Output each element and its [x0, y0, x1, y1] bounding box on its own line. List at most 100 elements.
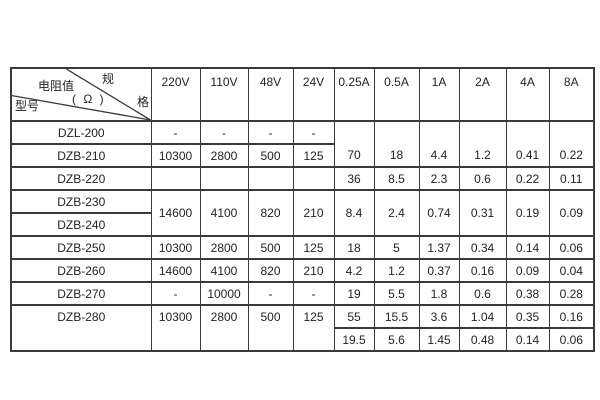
model-cell: DZB-270: [10, 281, 152, 306]
cell: 5.5: [373, 281, 420, 306]
corner-label-resistance: 电阻值: [38, 79, 75, 93]
col-header-0-5a: 0.5A: [373, 67, 420, 122]
cell: 2.3: [418, 166, 460, 191]
cell: 14600: [150, 189, 201, 237]
row-dzb-230: DZB-230 14600 4100 820 210 8.4 2.4 0.74 …: [10, 189, 595, 237]
col-header-110v: 110V: [199, 67, 249, 122]
corner-header-cell: 规 格 电阻值 ( Ω ) 型号: [10, 67, 152, 122]
col-header-0-25a: 0.25A: [333, 67, 375, 122]
cell: 0.16: [458, 258, 507, 283]
corner-label-spec-char2: 格: [137, 95, 150, 109]
cell: 0.34: [458, 235, 507, 260]
cell: 36: [333, 166, 375, 191]
model-cell: DZB-280: [10, 304, 152, 352]
cell: 210: [292, 189, 335, 237]
spec-table-container: 规 格 电阻值 ( Ω ) 型号 220V 110V 48V 24V 0.25A…: [10, 67, 595, 352]
header-row: 规 格 电阻值 ( Ω ) 型号 220V 110V 48V 24V 0.25A…: [10, 67, 595, 122]
cell: 0.6: [458, 281, 507, 306]
model-cell: DZB-260: [10, 258, 152, 283]
model-cell: DZB-230: [10, 189, 152, 214]
cell: 4.2: [333, 258, 375, 283]
row-dzb-280-a: DZB-280 10300 2800 500 125 55 15.5 3.6 1…: [10, 304, 595, 352]
cell: 8.5: [373, 166, 420, 191]
cell: 0.04: [548, 258, 595, 283]
cell: -: [247, 120, 294, 145]
cell: 125: [292, 304, 335, 352]
cell: -: [150, 281, 201, 306]
cell: 1.8: [418, 281, 460, 306]
cell: 10000: [199, 281, 249, 306]
col-header-4a: 4A: [505, 67, 550, 122]
model-cell: DZB-220: [10, 166, 152, 191]
cell: 0.6: [458, 166, 507, 191]
cell: 15.5: [373, 304, 420, 329]
row-dzb-250: DZB-250 10300 2800 500 125 18 5 1.37 0.3…: [10, 235, 595, 260]
col-header-2a: 2A: [458, 67, 507, 122]
cell: 0.48: [458, 327, 507, 352]
cell: 19: [333, 281, 375, 306]
cell: 0.14: [505, 235, 550, 260]
row-dzb-240: DZB-240: [10, 212, 594, 237]
cell: -: [292, 120, 335, 145]
corner-label-ohm-unit: ( Ω ): [72, 92, 106, 106]
cell: -: [292, 281, 335, 306]
col-header-48v: 48V: [247, 67, 294, 122]
cell: 1.2: [458, 120, 507, 168]
cell: 0.22: [505, 166, 550, 191]
cell: 125: [292, 143, 335, 168]
cell: 10300: [150, 143, 201, 168]
cell: 820: [247, 258, 294, 283]
cell: 3.6: [418, 304, 460, 329]
cell: 18: [373, 120, 420, 168]
cell: 2800: [199, 304, 249, 352]
row-dzb-260: DZB-260 14600 4100 820 210 4.2 1.2 0.37 …: [10, 258, 595, 283]
cell: -: [247, 281, 294, 306]
col-header-220v: 220V: [150, 67, 201, 122]
cell: 0.19: [505, 189, 550, 237]
col-header-1a: 1A: [418, 67, 460, 122]
row-dzl-200: DZL-200 - - - - 70 18 4.4 1.2 0.41 0.22: [10, 120, 595, 168]
cell: 1.2: [373, 258, 420, 283]
cell: 4100: [199, 189, 249, 237]
cell: 210: [292, 258, 335, 283]
cell: 0.31: [458, 189, 507, 237]
cell: 55: [333, 304, 375, 329]
model-cell: DZL-200: [10, 120, 152, 145]
diagonal-divider-lines: [12, 69, 151, 120]
cell: 0.38: [505, 281, 550, 306]
spec-table: 规 格 电阻值 ( Ω ) 型号 220V 110V 48V 24V 0.25A…: [10, 67, 595, 352]
model-cell: DZB-250: [10, 235, 152, 260]
cell: 10300: [150, 235, 201, 260]
cell: 10300: [150, 304, 201, 352]
cell: 2800: [199, 235, 249, 260]
cell: -: [199, 120, 249, 145]
cell: 1.37: [418, 235, 460, 260]
cell: 0.28: [548, 281, 595, 306]
cell: 18: [333, 235, 375, 260]
row-dzb-270: DZB-270 - 10000 - - 19 5.5 1.8 0.6 0.38 …: [10, 281, 595, 306]
cell: 0.35: [505, 304, 550, 329]
cell: 5: [373, 235, 420, 260]
cell: 0.14: [505, 327, 550, 352]
cell: 70: [333, 120, 375, 168]
cell: 1.04: [458, 304, 507, 329]
corner-label-spec-char1: 规: [102, 72, 115, 86]
col-header-8a: 8A: [548, 67, 595, 122]
cell: 500: [247, 304, 294, 352]
cell: 0.09: [548, 189, 595, 237]
cell: [292, 166, 335, 191]
cell: 500: [247, 143, 294, 168]
model-cell: DZB-210: [10, 143, 152, 168]
cell: 0.41: [505, 120, 550, 168]
cell: 4.4: [418, 120, 460, 168]
cell: [150, 166, 201, 191]
cell: 0.37: [418, 258, 460, 283]
corner-label-model: 型号: [15, 99, 40, 113]
cell: 5.6: [373, 327, 420, 352]
cell: 820: [247, 189, 294, 237]
cell: 0.06: [548, 235, 595, 260]
cell: 4100: [199, 258, 249, 283]
cell: 0.22: [548, 120, 595, 168]
cell: 0.16: [548, 304, 595, 329]
cell: 2800: [199, 143, 249, 168]
